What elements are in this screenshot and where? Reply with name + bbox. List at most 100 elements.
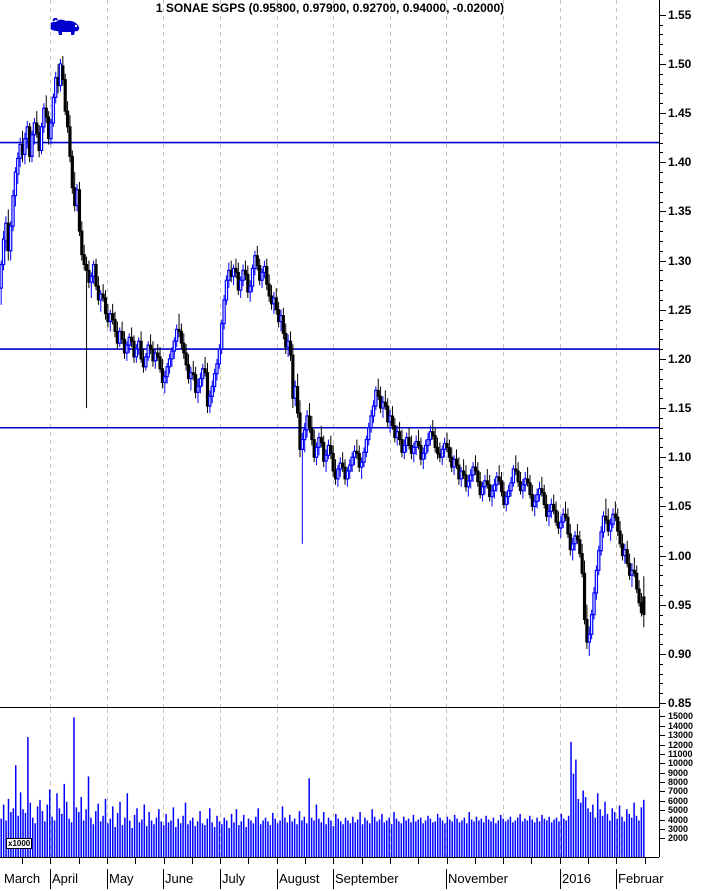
volume-tick-label: 15000 (668, 711, 694, 722)
price-minor-tick (659, 339, 663, 341)
volume-tick (659, 753, 665, 755)
price-minor-tick (659, 496, 663, 498)
volume-tick (659, 838, 665, 840)
price-minor-tick (659, 663, 663, 665)
price-minor-tick (659, 83, 663, 85)
x-minor-tick (503, 857, 504, 864)
volume-tick-label: 8000 (668, 777, 689, 788)
volume-chart-panel[interactable] (0, 709, 659, 857)
x-axis: March April May June July August September Nove… (0, 857, 664, 891)
volume-tick-label: 5000 (668, 805, 689, 816)
x-minor-tick (588, 857, 589, 864)
price-minor-tick (659, 132, 663, 134)
volume-tick (659, 828, 665, 830)
price-tick (659, 555, 666, 557)
x-tick-label: July (222, 871, 246, 886)
volume-tick-label: 2000 (668, 833, 689, 844)
price-minor-tick (659, 191, 663, 193)
price-tick-label: 1.25 (668, 302, 692, 317)
x-tick-label: June (165, 871, 194, 886)
price-minor-tick (659, 34, 663, 36)
x-minor-tick (447, 857, 448, 864)
price-minor-tick (659, 54, 663, 56)
price-minor-tick (659, 535, 663, 537)
x-tick-label: November (448, 871, 508, 886)
price-minor-tick (659, 565, 663, 567)
x-minor-tick (192, 857, 193, 864)
price-minor-tick (659, 683, 663, 685)
price-tick-label: 1.05 (668, 499, 692, 514)
volume-tick-label: 9000 (668, 767, 689, 778)
x-minor-tick (22, 857, 23, 864)
price-minor-tick (659, 44, 663, 46)
price-tick-label: 1.35 (668, 204, 692, 219)
x-minor-tick (79, 857, 80, 864)
price-minor-tick (659, 398, 663, 400)
price-minor-tick (659, 152, 663, 154)
volume-tick (659, 782, 665, 784)
volume-tick (659, 791, 665, 793)
price-candlestick-plot (0, 0, 659, 708)
x-month-separator (560, 869, 561, 889)
x-minor-tick (560, 857, 561, 864)
x-tick-label: August (279, 871, 320, 886)
price-tick-label: 1.40 (668, 155, 692, 170)
price-tick (659, 63, 666, 65)
price-tick (659, 162, 666, 164)
price-minor-tick (659, 172, 663, 174)
volume-tick-label: 14000 (668, 720, 694, 731)
price-minor-tick (659, 585, 663, 587)
x-minor-tick (220, 857, 221, 864)
x-minor-tick (305, 857, 306, 864)
x-minor-tick (616, 857, 617, 864)
price-minor-tick (659, 250, 663, 252)
price-minor-tick (659, 673, 663, 675)
price-chart-panel[interactable] (0, 0, 659, 708)
price-minor-tick (659, 417, 663, 419)
volume-tick (659, 810, 665, 812)
volume-tick-label: 3000 (668, 823, 689, 834)
volume-tick-label: 11000 (668, 748, 693, 759)
price-minor-tick (659, 299, 663, 301)
price-minor-tick (659, 594, 663, 596)
volume-tick-label: 10000 (668, 758, 694, 769)
x-tick-label: September (335, 871, 399, 886)
volume-tick (659, 800, 665, 802)
price-minor-tick (659, 290, 663, 292)
price-minor-tick (659, 240, 663, 242)
price-tick (659, 604, 666, 606)
volume-tick-label: 7000 (668, 786, 689, 797)
x-month-separator (220, 869, 221, 889)
x-tick-label: 2016 (562, 871, 591, 886)
price-minor-tick (659, 201, 663, 203)
price-minor-tick (659, 634, 663, 636)
price-minor-tick (659, 231, 663, 233)
price-minor-tick (659, 349, 663, 351)
volume-y-axis: 15000 14000 13000 12000 11000 10000 9000 8000 70… (659, 709, 702, 857)
x-minor-tick (390, 857, 391, 864)
volume-bar-plot (0, 709, 645, 857)
volume-tick (659, 744, 665, 746)
price-tick (659, 113, 666, 115)
price-minor-tick (659, 280, 663, 282)
price-tick-label: 1.30 (668, 253, 692, 268)
price-minor-tick (659, 437, 663, 439)
x-minor-tick (135, 857, 136, 864)
volume-tick-label: 12000 (668, 739, 694, 750)
x-minor-tick (645, 857, 646, 864)
price-minor-tick (659, 181, 663, 183)
price-minor-tick (659, 575, 663, 577)
x-minor-tick (164, 857, 165, 864)
price-tick-label: 0.90 (668, 646, 692, 661)
price-tick-label: 1.15 (668, 401, 692, 416)
price-minor-tick (659, 644, 663, 646)
volume-tick (659, 772, 665, 774)
price-tick-label: 1.10 (668, 450, 692, 465)
price-tick (659, 211, 666, 213)
volume-multiplier-label: x1000 (6, 838, 33, 849)
price-minor-tick (659, 693, 663, 695)
price-minor-tick (659, 516, 663, 518)
price-minor-tick (659, 319, 663, 321)
price-minor-tick (659, 270, 663, 272)
